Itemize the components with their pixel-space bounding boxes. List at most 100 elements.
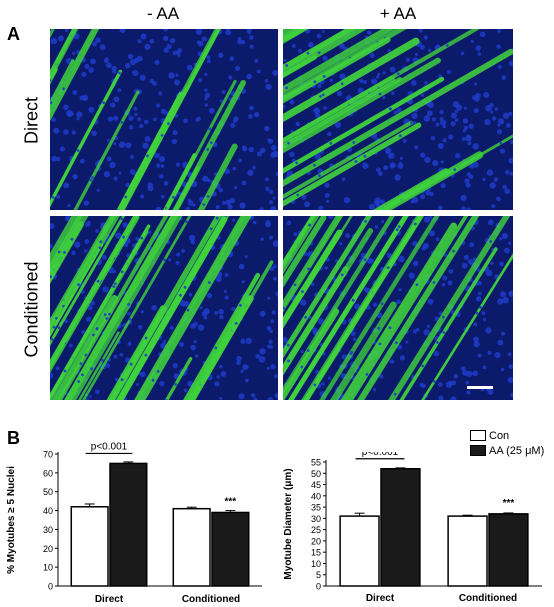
- myotube-nucleus: [186, 308, 190, 312]
- nucleus: [373, 387, 377, 392]
- myotube-nucleus: [113, 282, 117, 286]
- nucleus: [226, 29, 230, 32]
- nucleus: [398, 287, 402, 292]
- nucleus: [497, 29, 501, 33]
- myotube-nucleus: [349, 352, 353, 356]
- nucleus: [81, 71, 87, 78]
- nucleus: [508, 111, 513, 116]
- nucleus: [67, 203, 71, 208]
- nucleus: [448, 268, 454, 274]
- nucleus: [420, 152, 426, 158]
- nucleus: [442, 138, 447, 143]
- nucleus: [438, 205, 443, 210]
- nucleus: [423, 216, 431, 223]
- nucleus: [268, 339, 273, 344]
- nucleus: [477, 291, 482, 296]
- nucleus: [101, 254, 107, 260]
- nucleus: [188, 200, 194, 206]
- nucleus: [74, 241, 81, 248]
- nucleus: [192, 203, 196, 207]
- nucleus: [68, 343, 73, 348]
- myotube-nucleus: [442, 331, 446, 334]
- myotube: [50, 69, 123, 210]
- nucleus: [258, 356, 266, 363]
- myotube-nucleus: [286, 343, 290, 347]
- nucleus: [291, 43, 296, 48]
- nucleus: [83, 200, 90, 206]
- panel-b-letter: B: [7, 428, 20, 448]
- nucleus: [195, 29, 203, 35]
- myotube-nucleus: [285, 64, 289, 67]
- nucleus: [238, 158, 243, 163]
- nucleus: [51, 155, 58, 162]
- myotube: [50, 295, 118, 400]
- nucleus: [272, 196, 276, 200]
- nucleus: [423, 329, 430, 336]
- myotube-nucleus: [389, 107, 392, 111]
- myotube: [99, 216, 258, 400]
- myotube-nucleus: [163, 258, 166, 262]
- nucleus: [240, 338, 246, 344]
- nucleus: [259, 147, 266, 154]
- nucleus: [504, 188, 511, 195]
- nucleus: [206, 55, 211, 60]
- nucleus: [316, 33, 322, 39]
- myotube-nucleus: [79, 362, 83, 365]
- nucleus: [439, 117, 444, 122]
- myotube-nucleus: [499, 141, 503, 145]
- nucleus: [253, 397, 258, 400]
- nucleus: [125, 182, 130, 188]
- nucleus: [144, 43, 151, 50]
- bar-aa: [380, 468, 421, 587]
- y-tick-label: 35: [311, 503, 321, 513]
- nucleus: [252, 220, 257, 225]
- myotube: [98, 356, 193, 400]
- myotube-nucleus: [120, 378, 124, 382]
- nucleus: [433, 351, 440, 357]
- y-tick-label: 20: [311, 536, 321, 546]
- significance-stars: ***: [503, 498, 515, 509]
- nucleus: [247, 114, 253, 119]
- myotube-nucleus: [103, 313, 107, 317]
- myotube-nucleus: [340, 273, 344, 277]
- nucleus: [491, 116, 497, 121]
- nucleus: [378, 374, 384, 379]
- nucleus: [264, 177, 270, 182]
- nucleus: [269, 189, 274, 194]
- myotube: [283, 107, 513, 210]
- nucleus: [327, 131, 332, 137]
- nucleus: [231, 307, 236, 312]
- myotube-group: [283, 216, 513, 400]
- nucleus: [437, 382, 443, 387]
- myotube-nucleus: [393, 392, 397, 396]
- nucleus: [357, 87, 364, 94]
- nucleus: [237, 36, 242, 41]
- nucleus: [317, 83, 322, 89]
- nucleus: [158, 156, 166, 163]
- myotube-nucleus: [365, 373, 369, 376]
- nucleus: [63, 104, 69, 111]
- legend-item-con: Con: [470, 428, 554, 443]
- nucleus: [142, 142, 149, 149]
- myotube: [105, 260, 274, 400]
- nucleus: [208, 107, 215, 114]
- myotube-nucleus: [313, 383, 317, 387]
- myotube: [310, 216, 494, 400]
- nucleus: [160, 164, 165, 168]
- nucleus: [424, 156, 431, 163]
- nucleus: [501, 232, 508, 240]
- nucleus: [504, 170, 510, 175]
- myotube: [71, 216, 246, 400]
- nucleus: [245, 337, 253, 345]
- nucleus: [76, 111, 83, 118]
- nucleus: [491, 204, 496, 209]
- nucleus: [175, 162, 181, 167]
- nucleus: [469, 242, 475, 248]
- nucleus: [269, 329, 274, 334]
- nucleus: [413, 260, 419, 267]
- nucleus: [160, 108, 167, 115]
- nucleus: [252, 165, 256, 170]
- nucleus: [382, 95, 386, 100]
- nucleus: [135, 382, 140, 387]
- myotube-nucleus: [377, 326, 381, 330]
